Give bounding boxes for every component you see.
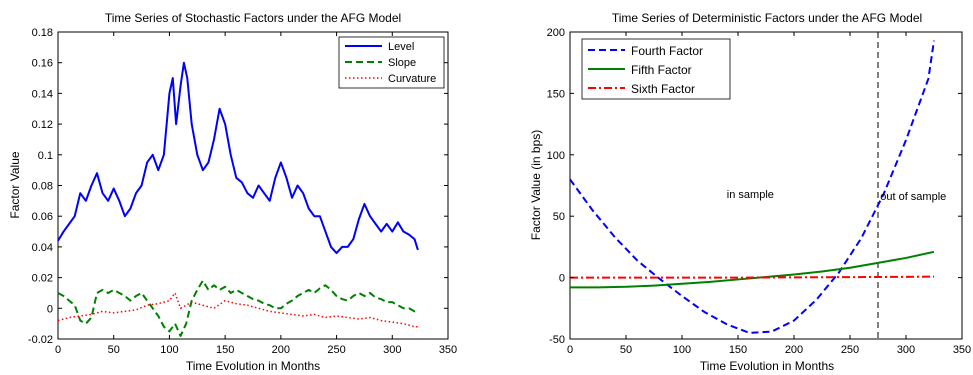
y-tick-label: 200 — [547, 27, 565, 39]
x-tick-label: 150 — [216, 344, 234, 356]
axis-ticks: 0 50 100 150 200 250 300 350-0.0200.020.040.060… — [28, 27, 457, 356]
y-tick-label: -0.02 — [28, 334, 53, 346]
y-tick-label: 0.08 — [32, 181, 53, 193]
x-tick-label: 50 — [620, 344, 632, 356]
x-tick-label: 350 — [439, 344, 457, 356]
legend: Level Slope Curvature — [338, 36, 445, 89]
x-tick-label: 250 — [841, 344, 859, 356]
y-tick-label: 50 — [553, 211, 565, 223]
x-tick-label: 100 — [160, 344, 178, 356]
x-tick-label: 0 — [55, 344, 61, 356]
stochastic-factors-chart: Time Series of Stochastic Factors under … — [8, 11, 457, 373]
y-tick-label: 0.12 — [32, 119, 53, 131]
x-tick-label: 250 — [327, 344, 345, 356]
x-tick-label: 300 — [897, 344, 915, 356]
plot-marks — [569, 32, 935, 339]
deterministic-factors-chart: Time Series of Deterministic Factors und… — [529, 11, 971, 373]
x-tick-label: 50 — [108, 344, 120, 356]
plot-area — [569, 31, 963, 340]
series-line-sixth-factor — [570, 275, 935, 279]
legend: Fourth Factor Fifth Factor Sixth Factor — [581, 38, 731, 100]
y-tick-label: -50 — [549, 334, 565, 346]
x-tick-label: 200 — [272, 344, 290, 356]
y-tick-label: 0.02 — [32, 273, 53, 285]
y-tick-label: 0.04 — [32, 242, 53, 254]
series-line-fourth-factor — [569, 40, 935, 334]
x-axis-label: Time Evolution in Months — [700, 359, 834, 373]
annotation-out-of-sample: out of sample — [880, 191, 946, 203]
legend-label-fourth-factor: Fourth Factor — [631, 44, 703, 58]
y-tick-label: 0 — [559, 273, 565, 285]
legend-label-slope: Slope — [388, 57, 416, 69]
y-tick-label: 0.18 — [32, 27, 53, 39]
series-line-level — [57, 61, 419, 255]
y-tick-label: 0.1 — [38, 150, 53, 162]
y-tick-label: 0.16 — [32, 58, 53, 70]
x-axis-label: Time Evolution in Months — [186, 359, 320, 373]
series-line-curvature — [57, 292, 418, 328]
y-tick-label: 100 — [547, 150, 565, 162]
legend-label-sixth-factor: Sixth Factor — [631, 82, 695, 96]
x-tick-label: 350 — [953, 344, 971, 356]
legend-label-curvature: Curvature — [388, 73, 436, 85]
series-line-slope — [57, 279, 419, 337]
chart-title: Time Series of Stochastic Factors under … — [105, 11, 401, 25]
plot-marks — [57, 61, 419, 337]
x-tick-label: 150 — [729, 344, 747, 356]
y-tick-label: 0.06 — [32, 211, 53, 223]
annotation-in-sample: in sample — [727, 189, 774, 201]
legend-label-fifth-factor: Fifth Factor — [631, 63, 692, 77]
x-tick-label: 0 — [567, 344, 573, 356]
y-axis-label: Factor Value (in bps) — [529, 130, 543, 241]
legend-label-level: Level — [388, 41, 414, 53]
y-axis-label: Factor Value — [8, 151, 22, 218]
chart-title: Time Series of Deterministic Factors und… — [612, 11, 922, 25]
x-tick-label: 300 — [383, 344, 401, 356]
y-tick-label: 0 — [47, 303, 53, 315]
y-tick-label: 0.14 — [32, 88, 53, 100]
x-tick-label: 200 — [785, 344, 803, 356]
x-tick-label: 100 — [673, 344, 691, 356]
y-tick-label: 150 — [547, 88, 565, 100]
